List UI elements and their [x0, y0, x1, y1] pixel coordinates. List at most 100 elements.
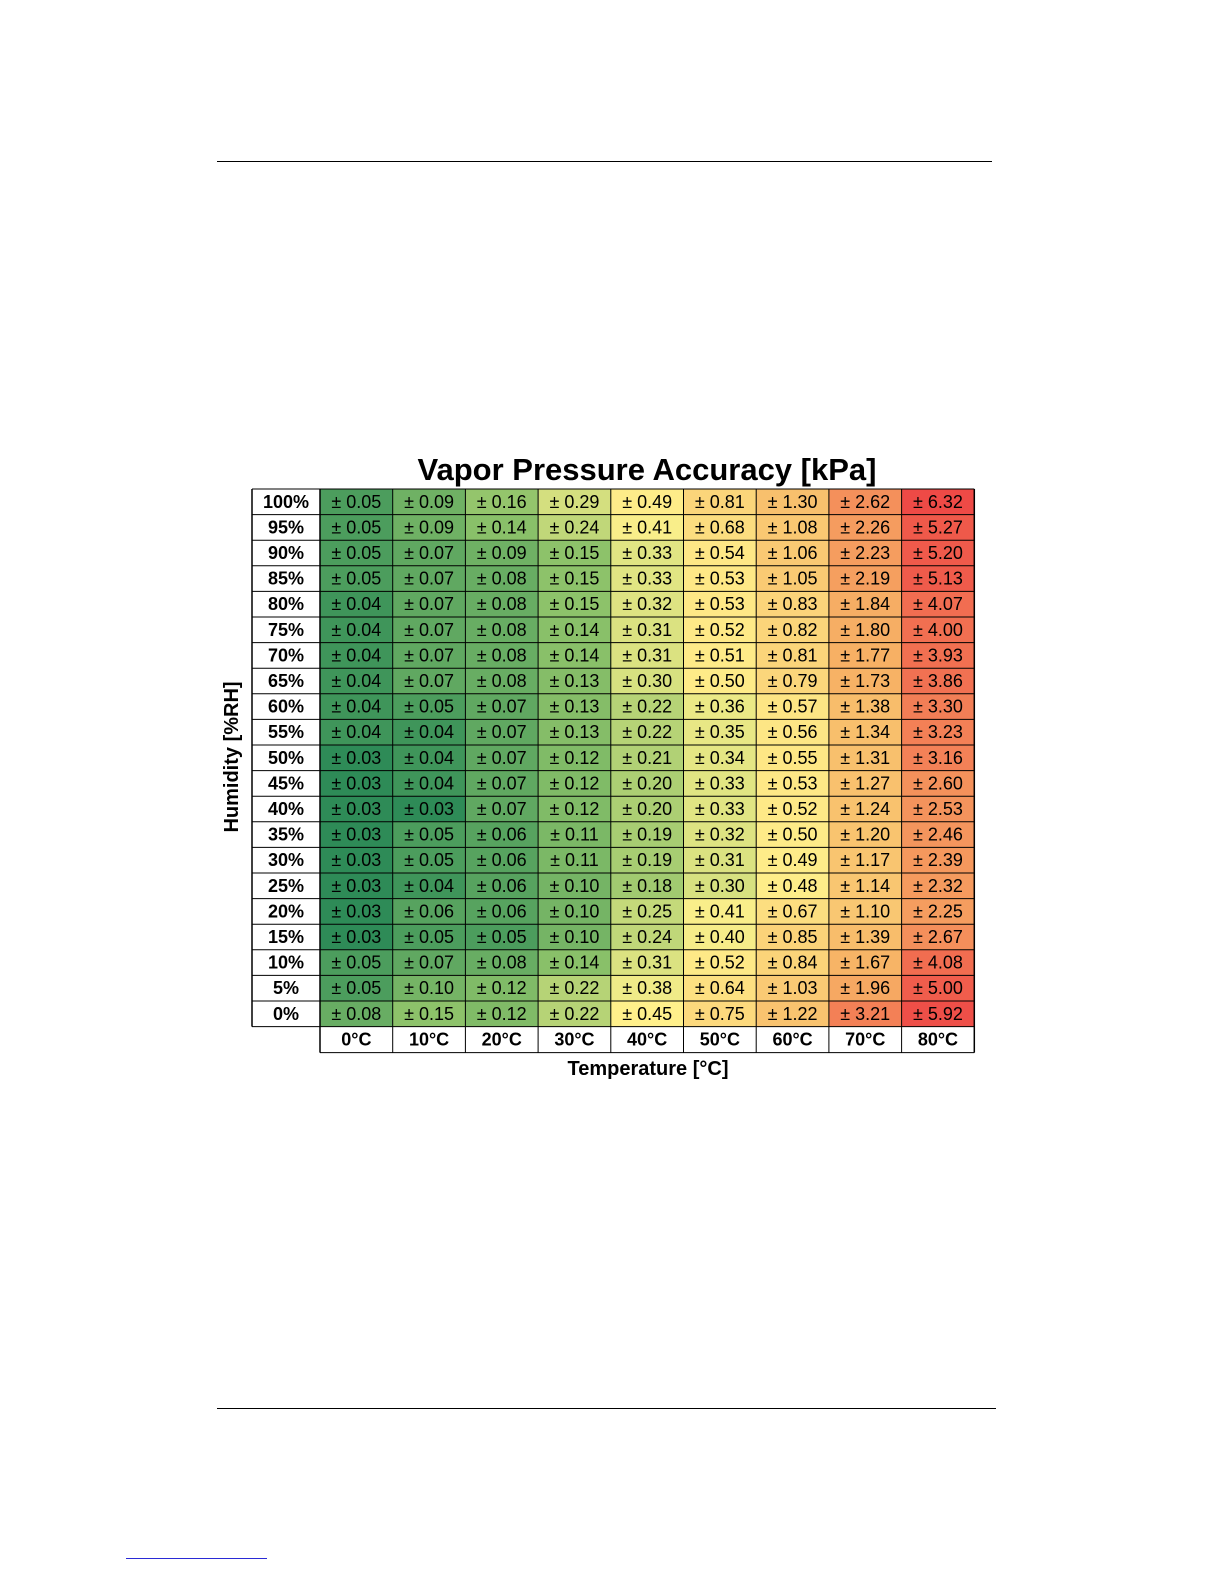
cell-value-label: ± 1.08 — [768, 517, 818, 537]
heatmap-cell — [392, 565, 466, 592]
cell-value-label: ± 0.11 — [550, 825, 599, 845]
cell-value-label: ± 0.33 — [695, 773, 745, 793]
heatmap-cell — [392, 745, 466, 771]
heatmap-cell — [756, 873, 829, 899]
cell-value-label: ± 2.23 — [840, 543, 890, 563]
heatmap-cell — [901, 949, 975, 976]
cell-value-label: ± 0.14 — [549, 620, 599, 640]
cell-value-label: ± 0.08 — [331, 1004, 381, 1024]
heatmap-cell — [828, 719, 902, 745]
cell-value-label: ± 0.52 — [695, 953, 745, 973]
cell-value-label: ± 5.92 — [913, 1004, 963, 1024]
cell-value-label: ± 0.38 — [622, 978, 672, 998]
cell-value-label: ± 0.56 — [768, 722, 818, 742]
heatmap-cell — [465, 949, 539, 976]
cell-value-label: ± 0.08 — [477, 620, 527, 640]
row-label: 95% — [268, 517, 304, 537]
cell-value-label: ± 1.73 — [840, 671, 890, 691]
cell-value-label: ± 0.22 — [622, 722, 672, 742]
cell-value-label: ± 3.21 — [840, 1004, 890, 1024]
cell-value-label: ± 0.08 — [477, 953, 527, 973]
cell-value-label: ± 1.06 — [768, 543, 818, 563]
cell-value-label: ± 0.85 — [768, 927, 818, 947]
grid-lines — [251, 488, 976, 1054]
heatmap-cell — [828, 617, 902, 643]
heatmap-cell — [465, 796, 539, 822]
heatmap-cell — [901, 642, 975, 669]
heatmap-cell — [683, 924, 757, 950]
heatmap-cell — [392, 821, 466, 848]
cell-value-label: ± 1.31 — [840, 748, 890, 768]
cell-value-label: ± 0.07 — [477, 722, 527, 742]
cell-value-label: ± 0.11 — [550, 850, 599, 870]
heatmap-cell — [683, 540, 757, 566]
heatmap-cell — [756, 898, 829, 925]
heatmap-cell — [392, 975, 466, 1001]
heatmap-cell — [901, 898, 975, 925]
cell-value-label: ± 0.25 — [622, 901, 672, 921]
footer-link-underline[interactable] — [126, 1558, 267, 1559]
heatmap-cell — [683, 719, 757, 745]
cell-value-label: ± 0.36 — [695, 697, 745, 717]
cell-value-label: ± 2.67 — [913, 927, 963, 947]
heatmap-cell — [756, 745, 829, 771]
heatmap-cell — [756, 668, 829, 694]
heatmap-cell — [610, 617, 684, 643]
heatmap-cell — [610, 565, 684, 592]
cell-value-label: ± 0.14 — [477, 517, 527, 537]
heatmap-cell — [392, 924, 466, 950]
cell-value-label: ± 0.83 — [768, 594, 818, 614]
row-label: 100% — [263, 492, 309, 512]
cell-value-label: ± 0.12 — [477, 1004, 527, 1024]
heatmap-cell — [828, 847, 902, 873]
heatmap-cell — [538, 693, 611, 720]
heatmap-cell — [538, 489, 611, 515]
cell-value-label: ± 6.32 — [913, 492, 963, 512]
cell-value-label: ± 1.27 — [840, 773, 890, 793]
heatmap-cell — [320, 898, 393, 925]
cell-value-label: ± 0.04 — [331, 722, 381, 742]
heatmap-cell — [538, 514, 611, 541]
heatmap-cell — [683, 668, 757, 694]
cell-value-label: ± 0.04 — [404, 722, 454, 742]
cell-value-label: ± 0.40 — [695, 927, 745, 947]
row-label: 5% — [273, 978, 299, 998]
heatmap-cell — [828, 770, 902, 797]
heatmap-cell — [901, 565, 975, 592]
heatmap-cell — [610, 591, 684, 617]
cell-value-label: ± 0.04 — [331, 594, 381, 614]
cell-value-label: ± 0.12 — [549, 748, 599, 768]
column-label: 70°C — [845, 1030, 885, 1050]
cell-value-label: ± 0.54 — [695, 543, 745, 563]
cell-value-label: ± 3.30 — [913, 697, 963, 717]
cell-value-label: ± 0.34 — [695, 748, 745, 768]
header-rule — [217, 161, 992, 162]
heatmap-cell — [828, 975, 902, 1001]
heatmap-cell — [392, 949, 466, 976]
cell-value-label: ± 0.48 — [768, 876, 818, 896]
heatmap-cell — [683, 975, 757, 1001]
cell-value-label: ± 0.31 — [695, 850, 745, 870]
heatmap-cell — [320, 924, 393, 950]
heatmap-cell — [828, 949, 902, 976]
heatmap-cell — [465, 745, 539, 771]
row-label: 60% — [268, 697, 304, 717]
heatmap-cell — [828, 898, 902, 925]
cell-value-label: ± 0.03 — [331, 773, 381, 793]
cell-value-label: ± 0.41 — [695, 901, 745, 921]
heatmap-cell — [538, 540, 611, 566]
cell-value-label: ± 0.09 — [404, 492, 454, 512]
cell-value-label: ± 0.30 — [695, 876, 745, 896]
cell-value-label: ± 0.24 — [549, 517, 599, 537]
heatmap-cell — [683, 949, 757, 976]
heatmap-cell — [538, 591, 611, 617]
cell-value-label: ± 5.27 — [913, 517, 963, 537]
heatmap-cell — [901, 821, 975, 848]
cell-value-label: ± 0.32 — [695, 825, 745, 845]
cell-value-label: ± 0.05 — [331, 517, 381, 537]
cell-value-label: ± 0.81 — [695, 492, 745, 512]
footer-rule — [217, 1408, 996, 1409]
cell-value-label: ± 0.06 — [477, 850, 527, 870]
cell-value-label: ± 0.05 — [331, 978, 381, 998]
heatmap-cell — [320, 719, 393, 745]
